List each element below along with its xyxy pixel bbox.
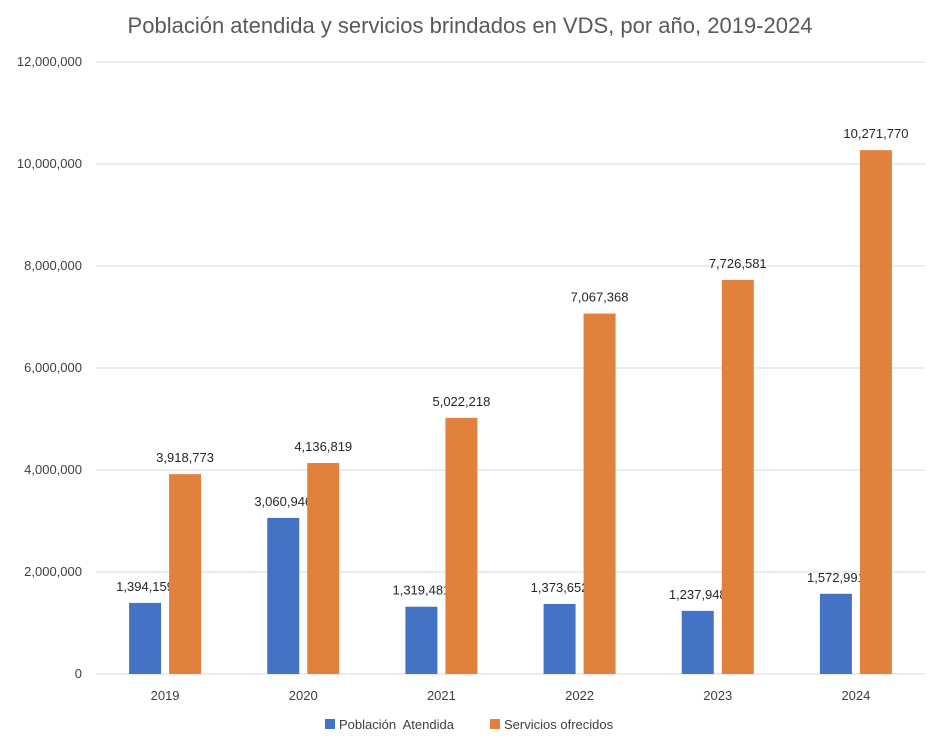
legend-swatch <box>325 719 335 729</box>
gridlines <box>96 61 925 675</box>
legend: Población Atendida Servicios ofrecidos <box>325 717 614 732</box>
x-tick-label: 2019 <box>151 688 180 703</box>
y-tick-label: 10,000,000 <box>17 156 82 171</box>
bar-poblacion <box>681 610 714 674</box>
bar-poblacion <box>129 602 162 674</box>
y-tick-label: 8,000,000 <box>24 258 82 273</box>
data-label: 4,136,819 <box>294 439 352 454</box>
legend-label: Población Atendida <box>339 717 455 732</box>
bar-servicios <box>583 313 616 674</box>
bar-servicios <box>307 463 340 674</box>
bar-servicios <box>169 474 202 674</box>
data-label: 7,726,581 <box>709 256 767 271</box>
x-tick-label: 2023 <box>703 688 732 703</box>
bar-servicios <box>445 417 478 674</box>
x-tick-label: 2021 <box>427 688 456 703</box>
bar-poblacion <box>819 593 852 674</box>
data-label: 1,237,948 <box>669 587 727 602</box>
x-axis: 2019 2020 2021 2022 2023 2024 <box>151 688 871 703</box>
y-tick-label: 0 <box>75 666 82 681</box>
data-label: 1,373,652 <box>531 580 589 595</box>
data-label: 5,022,218 <box>432 394 490 409</box>
data-label: 1,572,991 <box>807 570 865 585</box>
legend-label: Servicios ofrecidos <box>504 717 614 732</box>
y-tick-label: 2,000,000 <box>24 564 82 579</box>
data-label: 10,271,770 <box>843 126 908 141</box>
x-tick-label: 2024 <box>841 688 870 703</box>
y-tick-label: 6,000,000 <box>24 360 82 375</box>
legend-swatch <box>490 719 500 729</box>
bar-poblacion <box>405 606 438 674</box>
data-label: 7,067,368 <box>571 290 629 305</box>
data-label: 1,394,159 <box>116 579 174 594</box>
bar-poblacion <box>267 517 300 674</box>
x-tick-label: 2020 <box>289 688 318 703</box>
y-tick-label: 4,000,000 <box>24 462 82 477</box>
y-axis: 0 2,000,000 4,000,000 6,000,000 8,000,000 10,… <box>17 54 82 681</box>
data-label: 1,319,481 <box>392 583 450 598</box>
y-tick-label: 12,000,000 <box>17 54 82 69</box>
data-label: 3,060,946 <box>254 494 312 509</box>
chart-title: Población atendida y servicios brindados… <box>128 13 813 38</box>
bar-poblacion <box>543 603 576 674</box>
data-label: 3,918,773 <box>156 450 214 465</box>
bar-servicios <box>721 279 754 674</box>
bar-servicios <box>859 150 892 675</box>
x-tick-label: 2022 <box>565 688 594 703</box>
bars: 1,394,159 3,918,773 3,060,946 4,136,819 1,31… <box>116 126 908 675</box>
